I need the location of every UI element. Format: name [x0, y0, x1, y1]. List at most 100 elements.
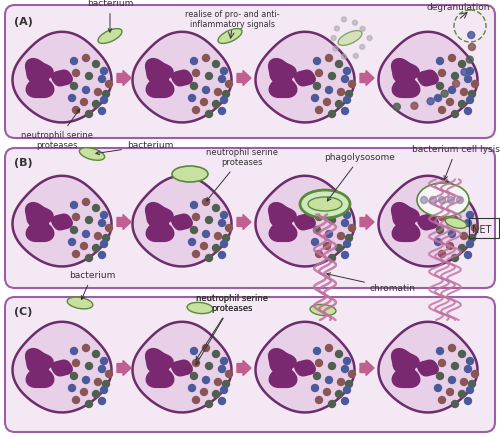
Circle shape: [70, 201, 78, 208]
Circle shape: [86, 254, 92, 261]
Circle shape: [190, 372, 198, 379]
Circle shape: [466, 212, 473, 218]
Circle shape: [94, 378, 102, 385]
Circle shape: [192, 250, 200, 257]
Ellipse shape: [67, 297, 93, 309]
Ellipse shape: [98, 28, 122, 43]
Circle shape: [82, 198, 89, 205]
FancyArrow shape: [117, 215, 131, 229]
Circle shape: [106, 225, 112, 232]
Circle shape: [202, 377, 209, 384]
Circle shape: [344, 97, 350, 104]
Circle shape: [102, 235, 110, 242]
Circle shape: [438, 107, 446, 114]
Polygon shape: [275, 222, 292, 228]
Circle shape: [226, 225, 232, 232]
Circle shape: [354, 53, 358, 59]
Circle shape: [464, 365, 471, 372]
Text: neutrophil serine
proteases: neutrophil serine proteases: [206, 148, 278, 201]
Circle shape: [312, 239, 318, 246]
Circle shape: [214, 232, 222, 239]
Circle shape: [70, 58, 78, 65]
Polygon shape: [152, 222, 169, 228]
Circle shape: [82, 87, 89, 94]
Circle shape: [436, 83, 444, 90]
FancyArrow shape: [360, 215, 374, 229]
Polygon shape: [391, 348, 420, 373]
Circle shape: [92, 205, 100, 212]
Circle shape: [98, 108, 105, 114]
Circle shape: [466, 67, 473, 74]
Circle shape: [436, 226, 444, 233]
Circle shape: [202, 198, 209, 205]
Circle shape: [70, 372, 78, 379]
Circle shape: [188, 385, 196, 392]
Circle shape: [446, 98, 454, 105]
Circle shape: [360, 45, 364, 49]
Ellipse shape: [417, 183, 469, 217]
Circle shape: [214, 378, 222, 385]
Circle shape: [466, 97, 473, 104]
Circle shape: [80, 388, 87, 395]
Polygon shape: [256, 32, 354, 122]
Polygon shape: [145, 202, 174, 227]
Circle shape: [438, 214, 446, 221]
Circle shape: [348, 371, 356, 378]
Circle shape: [68, 239, 75, 246]
Polygon shape: [171, 69, 193, 87]
Circle shape: [192, 214, 200, 221]
Circle shape: [342, 398, 348, 405]
Circle shape: [106, 80, 112, 87]
Circle shape: [190, 226, 198, 233]
FancyArrow shape: [117, 70, 131, 86]
Circle shape: [452, 73, 458, 80]
Circle shape: [70, 83, 78, 90]
Polygon shape: [398, 222, 415, 228]
Circle shape: [82, 344, 89, 351]
Circle shape: [348, 80, 356, 87]
Circle shape: [72, 396, 80, 403]
Circle shape: [206, 400, 212, 407]
Polygon shape: [256, 176, 354, 267]
Circle shape: [220, 357, 228, 364]
Circle shape: [86, 216, 92, 223]
Polygon shape: [294, 360, 316, 377]
Circle shape: [68, 94, 75, 101]
Text: NET: NET: [472, 225, 492, 235]
Circle shape: [226, 80, 232, 87]
Circle shape: [100, 357, 107, 364]
Circle shape: [190, 83, 198, 90]
Polygon shape: [152, 78, 169, 84]
Circle shape: [338, 232, 344, 239]
Polygon shape: [32, 222, 49, 228]
Polygon shape: [417, 360, 439, 377]
Circle shape: [192, 107, 200, 114]
Polygon shape: [26, 367, 54, 388]
Circle shape: [218, 398, 226, 405]
FancyArrow shape: [237, 361, 251, 375]
Circle shape: [344, 212, 350, 218]
Ellipse shape: [338, 31, 362, 45]
Circle shape: [328, 400, 336, 407]
Circle shape: [328, 73, 336, 80]
Polygon shape: [275, 368, 292, 374]
Text: degranulation: degranulation: [426, 3, 490, 12]
Circle shape: [206, 73, 212, 80]
Circle shape: [338, 378, 344, 385]
Circle shape: [438, 396, 446, 403]
Circle shape: [94, 232, 102, 239]
Circle shape: [80, 98, 87, 105]
Polygon shape: [146, 367, 174, 388]
Circle shape: [86, 363, 92, 370]
FancyArrow shape: [237, 70, 251, 86]
Circle shape: [367, 35, 372, 41]
Circle shape: [456, 197, 464, 204]
Circle shape: [192, 360, 200, 367]
Polygon shape: [256, 322, 354, 413]
Circle shape: [448, 197, 454, 204]
Polygon shape: [398, 368, 415, 374]
Circle shape: [427, 98, 434, 105]
Circle shape: [324, 243, 330, 250]
Polygon shape: [268, 348, 297, 373]
Circle shape: [411, 102, 418, 109]
